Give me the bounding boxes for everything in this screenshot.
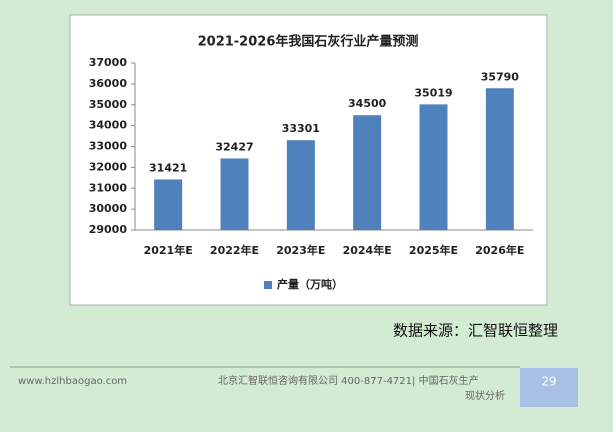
legend-swatch [264, 281, 272, 289]
x-tick-label: 2025年E [409, 243, 458, 257]
y-tick-label: 34000 [89, 119, 128, 132]
page-number: 29 [541, 375, 556, 389]
y-tick-label: 30000 [89, 202, 128, 215]
value-label: 35019 [414, 86, 452, 99]
y-tick-label: 37000 [89, 56, 128, 69]
x-tick-label: 2022年E [210, 243, 259, 257]
chart-title: 2021-2026年我国石灰行业产量预测 [198, 34, 419, 50]
bar [286, 140, 315, 230]
x-tick-label: 2023年E [276, 243, 325, 257]
value-label: 34500 [348, 97, 387, 110]
bar [485, 88, 514, 230]
bar [220, 158, 249, 230]
y-tick-label: 32000 [89, 160, 128, 173]
footer-company: 北京汇智联恒咨询有限公司 400-877-4721| 中国石灰生产 [218, 374, 479, 387]
bar [154, 179, 183, 230]
y-tick-label: 36000 [89, 77, 128, 90]
value-label: 33301 [282, 122, 320, 135]
footer-company-cont: 现状分析 [465, 389, 505, 402]
value-label: 32427 [215, 140, 253, 153]
y-tick-label: 33000 [89, 140, 128, 153]
x-tick-label: 2026年E [475, 243, 524, 257]
x-tick-label: 2021年E [144, 243, 193, 257]
source-note: 数据来源：汇智联恒整理 [393, 322, 558, 340]
y-tick-label: 29000 [89, 223, 128, 236]
footer-website: www.hzlhbaogao.com [18, 376, 127, 387]
value-label: 35790 [481, 70, 520, 83]
legend-label: 产量（万吨） [277, 277, 343, 291]
y-tick-label: 31000 [89, 181, 128, 194]
value-label: 31421 [149, 161, 187, 174]
y-tick-label: 35000 [89, 98, 128, 111]
bar [419, 104, 448, 230]
page-number-box [520, 368, 578, 407]
bar [353, 115, 382, 230]
x-tick-label: 2024年E [343, 243, 392, 257]
